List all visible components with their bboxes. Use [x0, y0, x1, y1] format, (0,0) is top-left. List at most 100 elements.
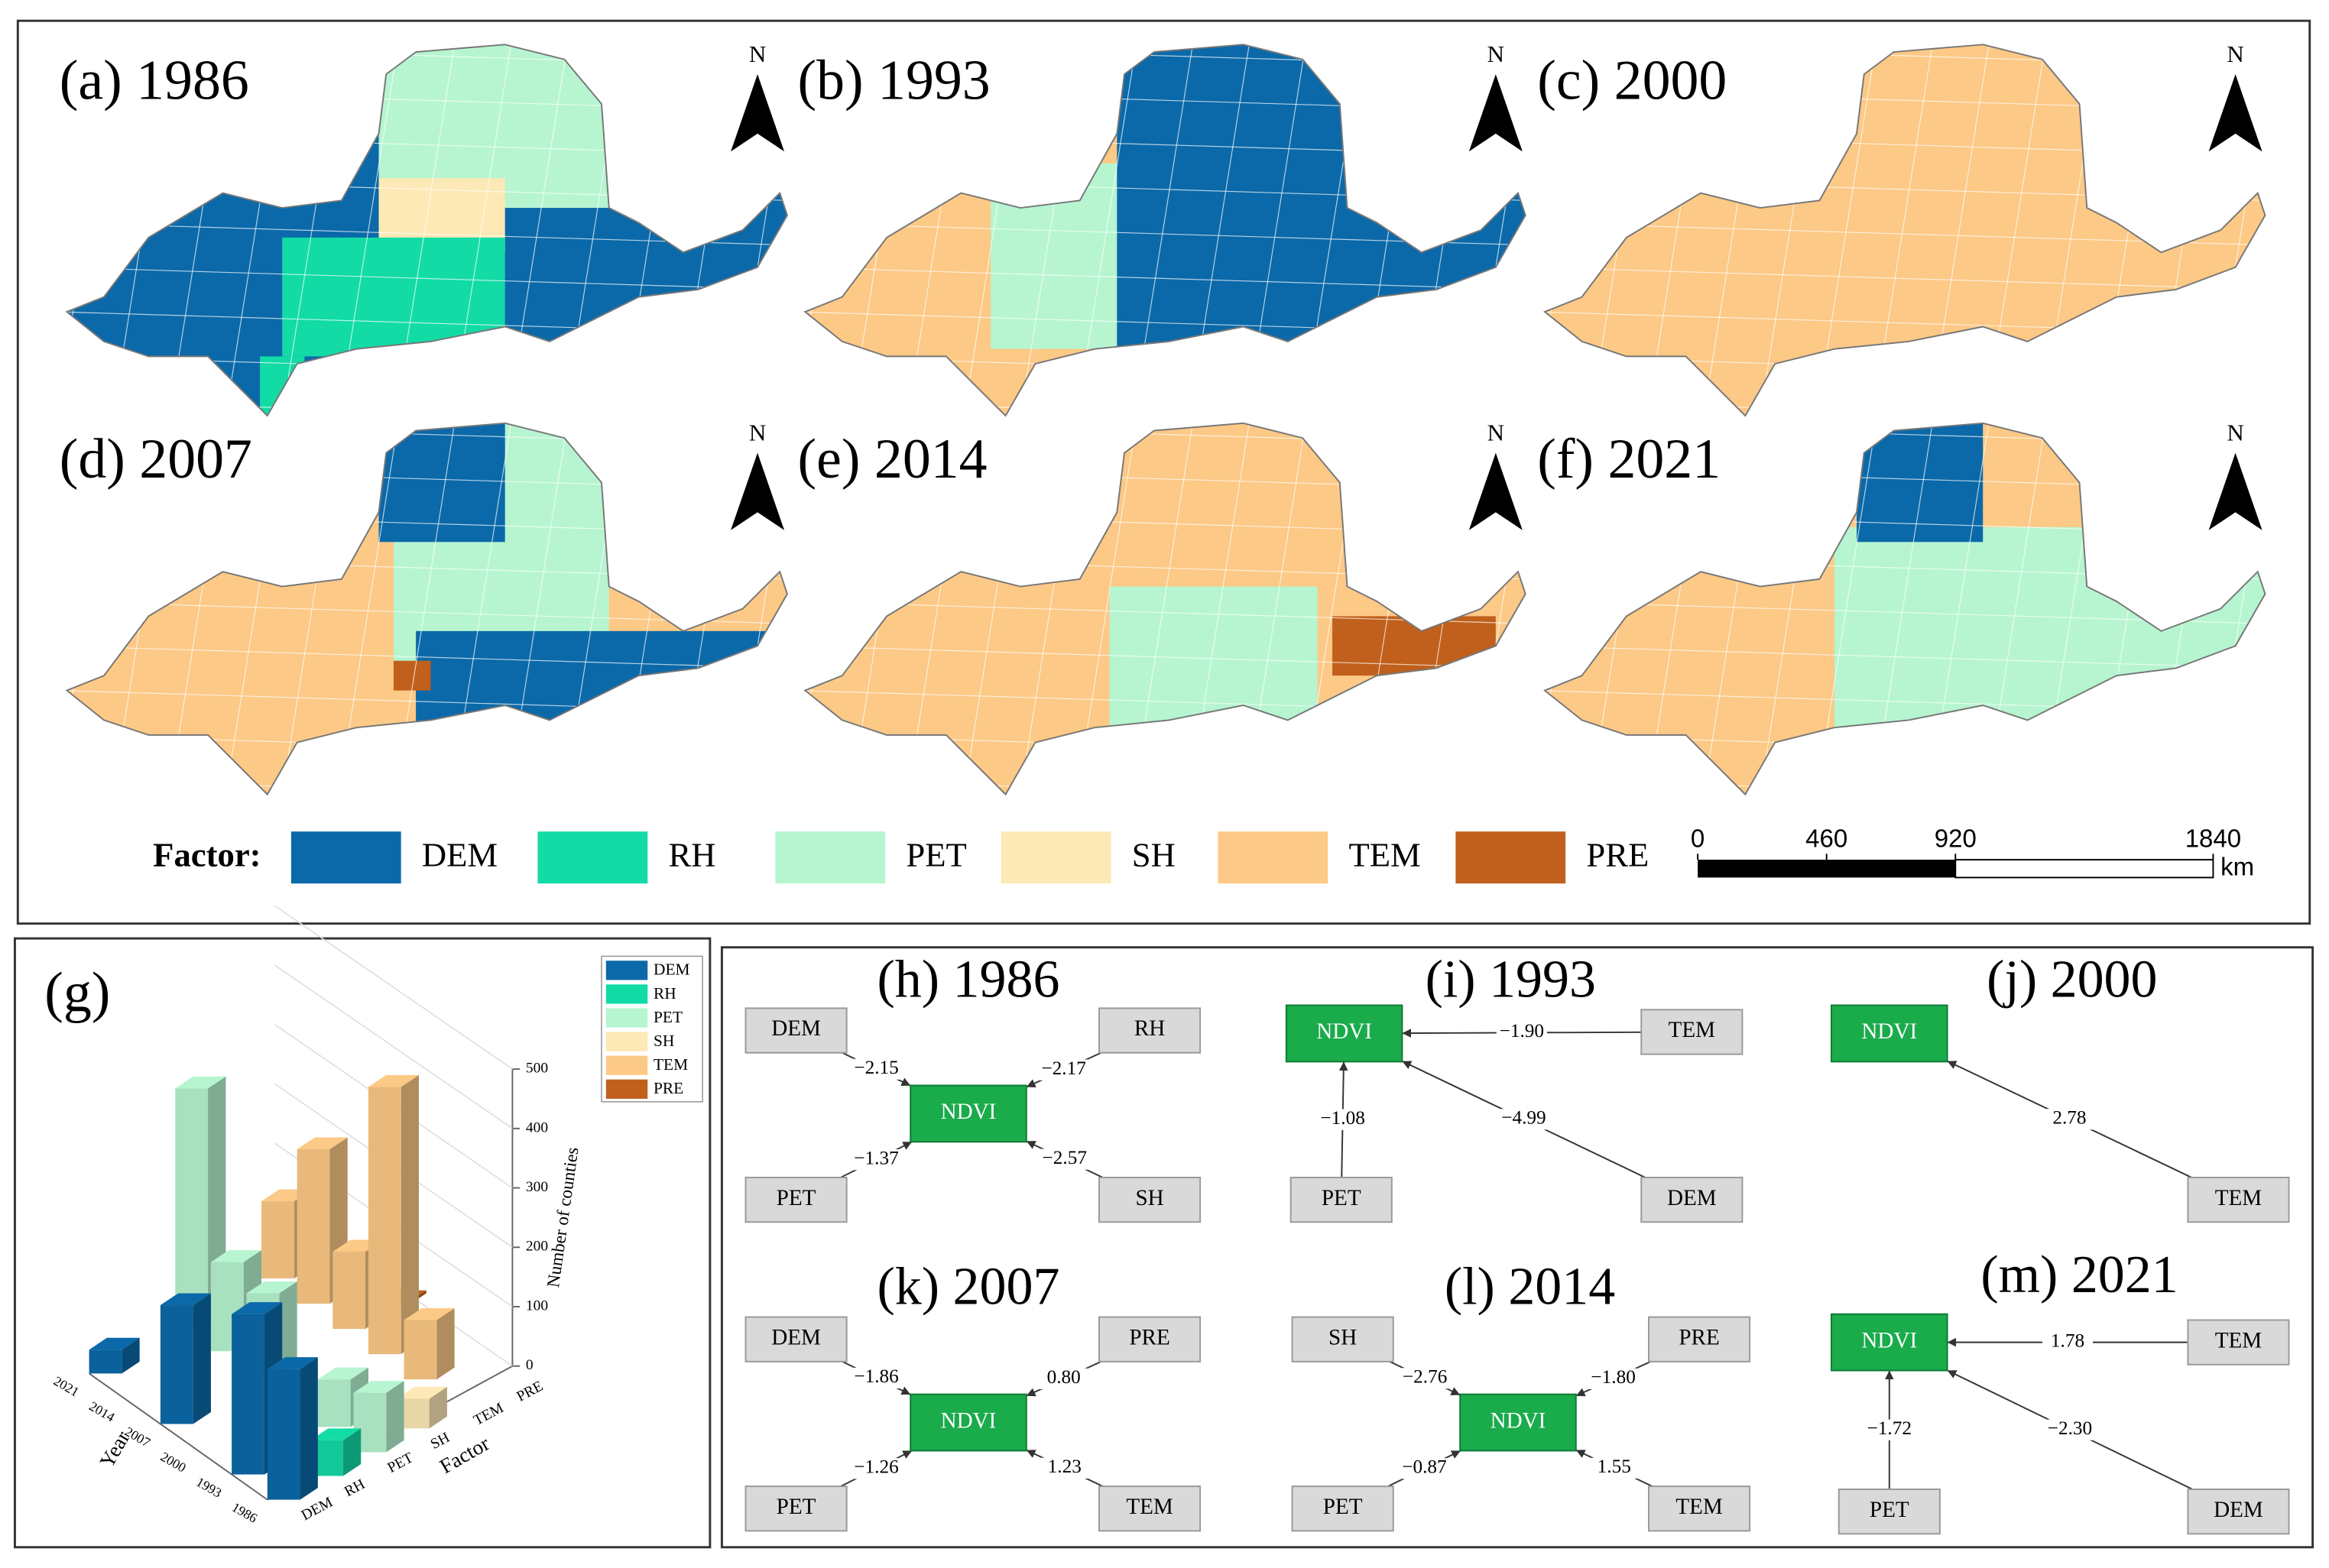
county-line	[0, 44, 60, 416]
node-box	[1648, 1316, 1751, 1362]
legend-label: RH	[654, 984, 676, 1003]
node-label: PET	[1322, 1186, 1361, 1210]
legend-label: SH	[654, 1032, 674, 1050]
year-label: 2000	[158, 1449, 189, 1476]
edge-label-bg	[1039, 1457, 1090, 1479]
edge-label-bg	[2044, 1419, 2096, 1440]
node-label: PET	[1323, 1495, 1363, 1519]
z-tick-label: 300	[526, 1179, 548, 1195]
north-arrow	[2208, 452, 2263, 530]
map-label: (a) 1986	[60, 49, 249, 112]
node-box	[1291, 1316, 1394, 1362]
bar-side	[193, 1293, 211, 1424]
legend-swatch	[1001, 831, 1111, 884]
node-box	[1098, 1316, 1202, 1362]
edge-weight: −1.80	[1591, 1366, 1635, 1388]
node-label: PRE	[1679, 1325, 1719, 1349]
bar-side	[436, 1307, 455, 1380]
z-axis-label: Number of counties	[543, 1146, 583, 1289]
bar-top	[175, 1076, 226, 1089]
diagram-label: (l) 2014	[1445, 1258, 1615, 1317]
node-box	[1640, 1009, 1744, 1055]
legend-label: DEM	[422, 835, 498, 873]
county-line	[805, 400, 1526, 416]
county-line	[805, 645, 1526, 669]
map: (a) 1986 N	[0, 40, 788, 417]
z-tick-label: 200	[526, 1239, 548, 1255]
bar-front	[160, 1305, 193, 1424]
county-line	[66, 400, 787, 416]
legend-box	[601, 955, 703, 1103]
edge-weight: 1.78	[2051, 1330, 2084, 1351]
node-box	[2187, 1176, 2290, 1223]
factor-label: RH	[342, 1476, 368, 1500]
bar-side	[429, 1386, 447, 1429]
basin-outline	[803, 422, 1526, 796]
legend-label: PRE	[1586, 835, 1649, 873]
edge-label-bg	[1317, 1109, 1368, 1130]
legend-label: TEM	[1348, 835, 1420, 873]
bar-front	[404, 1320, 437, 1380]
edge-label-bg	[1038, 1059, 1089, 1080]
panel-label: (g)	[44, 961, 110, 1023]
bar-side	[279, 1281, 297, 1377]
county-line	[1544, 267, 2266, 290]
legend-swatch	[605, 961, 648, 980]
map-label: (e) 2014	[798, 427, 988, 490]
scale-bar-segment	[1698, 860, 1956, 878]
legend-label: RH	[668, 835, 715, 873]
edge-label-bg	[1400, 1368, 1451, 1389]
bar-top	[267, 1357, 318, 1369]
edge-label-bg	[1588, 1457, 1640, 1479]
legend-swatch	[605, 1008, 648, 1028]
node-box	[744, 1485, 848, 1532]
bar-top	[396, 1386, 447, 1399]
factor-label: PET	[385, 1450, 416, 1476]
scale-label: 0	[1691, 824, 1705, 853]
edge-weight: −1.86	[854, 1366, 898, 1387]
bar-top	[232, 1302, 283, 1314]
ndvi-label: NDVI	[1490, 1408, 1546, 1433]
node-box	[2187, 1319, 2290, 1366]
region	[1117, 44, 1526, 416]
edge-label-bg	[1588, 1368, 1639, 1389]
node-label: TEM	[1126, 1495, 1173, 1519]
county-line	[1544, 734, 2266, 758]
edge-weight: 2.78	[2052, 1107, 2086, 1129]
county-line	[805, 355, 1526, 380]
legend-title: Factor:	[153, 835, 261, 873]
bar-front	[267, 1369, 300, 1500]
node-box	[744, 1316, 848, 1362]
node-box	[1648, 1485, 1751, 1532]
north-label: N	[749, 419, 766, 445]
edge-weight: 0.80	[1047, 1366, 1081, 1388]
edge-label-bg	[851, 1458, 902, 1479]
node-label: PET	[777, 1186, 816, 1210]
edge-weight: −2.30	[2048, 1417, 2092, 1439]
node-label: DEM	[2214, 1498, 2263, 1522]
bar-top	[210, 1250, 262, 1262]
basin-outline	[1543, 422, 2266, 796]
node-label: DEM	[1667, 1186, 1717, 1210]
map-label: (c) 2000	[1537, 49, 1727, 112]
bar-side	[401, 1074, 419, 1355]
county-line	[676, 44, 738, 416]
edge-weight: 1.55	[1598, 1456, 1631, 1477]
edge-weight: −2.17	[1041, 1058, 1085, 1079]
map: (b) 1993 N	[798, 40, 1526, 417]
diagram-label: (h) 1986	[877, 950, 1060, 1009]
bar-front	[89, 1349, 122, 1374]
year-label: 2021	[51, 1373, 82, 1400]
north-arrow	[1468, 452, 1523, 530]
node-box	[1289, 1176, 1393, 1223]
legend-label: PET	[906, 835, 966, 873]
ndvi-label: NDVI	[1861, 1328, 1917, 1353]
legend-swatch	[1455, 831, 1566, 884]
legend-label: PET	[654, 1008, 683, 1026]
edge-label-bg	[851, 1367, 902, 1389]
edge-label-bg	[851, 1058, 902, 1080]
factor-label: SH	[428, 1430, 453, 1453]
basin-outline	[65, 44, 788, 417]
node-label: RH	[1134, 1016, 1165, 1041]
